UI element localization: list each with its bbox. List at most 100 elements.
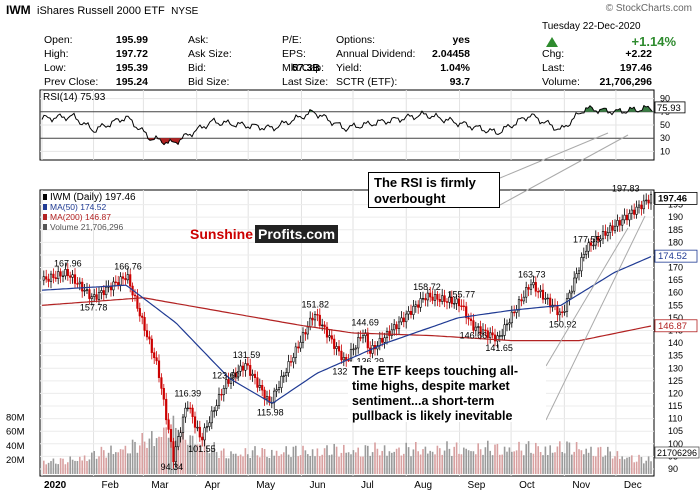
candle-body xyxy=(73,274,77,284)
volume-bar xyxy=(455,442,458,474)
price-tick-label: 150 xyxy=(668,313,683,323)
candle-body xyxy=(186,407,189,410)
candle-body xyxy=(268,396,271,403)
volume-bar xyxy=(268,457,271,474)
volume-bar xyxy=(431,451,434,474)
month-label: May xyxy=(256,480,275,491)
candle-body xyxy=(395,324,398,330)
rsi-legend: RSI(14) 75.93 xyxy=(43,92,106,103)
volume-tick-label: 60M xyxy=(6,427,25,438)
volume-bar xyxy=(110,445,112,474)
price-annotation: 163.73 xyxy=(518,269,546,279)
volume-bar xyxy=(59,458,62,474)
candle-body xyxy=(136,295,139,309)
volume-bar xyxy=(463,447,465,474)
candle-body xyxy=(258,385,261,388)
candle-body xyxy=(414,304,417,307)
volume-bar xyxy=(71,459,74,474)
volume-bar xyxy=(381,450,383,474)
candle-body xyxy=(150,338,153,353)
volume-bar xyxy=(489,450,491,474)
price-tick-label: 115 xyxy=(668,401,682,411)
candle-body xyxy=(117,282,120,286)
volume-bar xyxy=(556,446,559,474)
volume-bar xyxy=(321,454,323,474)
quote-value: yes xyxy=(452,34,470,46)
price-tick-label: 180 xyxy=(668,237,683,247)
volume-bar xyxy=(633,462,635,474)
volume-bar xyxy=(532,453,535,474)
price-tick-label: 100 xyxy=(668,439,683,449)
candle-body xyxy=(143,317,146,331)
candle-body xyxy=(66,269,69,277)
candle-body xyxy=(165,398,168,421)
volume-bar xyxy=(559,441,561,474)
volume-bar xyxy=(251,450,254,474)
candle-body xyxy=(277,387,281,390)
volume-bar xyxy=(148,438,151,474)
volume-bar xyxy=(215,451,218,474)
volume-bar xyxy=(309,455,311,474)
month-label: Aug xyxy=(414,480,432,491)
candle-body xyxy=(503,324,506,336)
candle-body xyxy=(217,393,221,406)
volume-bar xyxy=(614,456,616,474)
quote-label: High: xyxy=(44,48,69,60)
volume-bar xyxy=(143,441,146,474)
volume-bar xyxy=(160,437,163,474)
volume-bar xyxy=(475,454,477,474)
volume-bar xyxy=(100,446,103,474)
volume-bar xyxy=(285,446,287,474)
legend-swatch xyxy=(43,224,47,230)
candle-body xyxy=(647,199,650,204)
candle-body xyxy=(220,393,223,396)
candle-body xyxy=(126,274,129,281)
quote-value: 195.39 xyxy=(115,62,148,74)
volume-bar xyxy=(146,447,148,474)
price-annotation: 141.65 xyxy=(485,343,513,353)
volume-bar xyxy=(527,441,530,474)
volume-bar xyxy=(376,448,379,474)
price-legend-entry: IWM (Daily) 197.46 xyxy=(50,192,136,203)
quote-label: Open: xyxy=(44,34,73,46)
volume-bar xyxy=(508,447,511,474)
candle-body xyxy=(577,270,581,274)
candle-body xyxy=(88,289,91,299)
volume-bar xyxy=(424,446,427,474)
candle-body xyxy=(193,416,197,428)
volume-bar xyxy=(343,444,345,474)
price-callout-pointer xyxy=(545,215,646,421)
volume-bar xyxy=(124,445,127,474)
candle-body xyxy=(210,410,213,424)
candle-body xyxy=(597,236,600,241)
ma200-box xyxy=(654,319,698,333)
candle-body xyxy=(438,299,441,302)
candle-body xyxy=(594,236,597,246)
candle-body xyxy=(549,297,552,308)
volume-bar xyxy=(208,453,211,474)
volume-bar xyxy=(91,452,93,474)
volume-bar xyxy=(167,437,170,474)
price-annotation: 177.55 xyxy=(573,235,601,245)
price-annotation: 158.72 xyxy=(413,282,441,292)
volume-bar xyxy=(436,445,439,474)
price-tick-label: 105 xyxy=(668,426,683,436)
volume-bar xyxy=(52,458,55,474)
volume-bar xyxy=(616,451,619,474)
volume-bar xyxy=(460,454,463,474)
volume-bar xyxy=(244,448,247,474)
quote-label: Bid: xyxy=(188,62,207,74)
candle-body xyxy=(316,313,319,316)
candle-body xyxy=(280,375,283,388)
volume-bar xyxy=(117,452,119,474)
price-annotation: 157.78 xyxy=(80,302,108,312)
candle-body xyxy=(340,350,343,361)
candle-body xyxy=(378,337,381,346)
volume-bar xyxy=(515,450,518,474)
candle-body xyxy=(45,276,48,280)
price-tick-label: 120 xyxy=(668,388,683,398)
candle-body xyxy=(191,407,194,418)
candle-body xyxy=(621,219,624,226)
candle-body xyxy=(407,310,410,315)
